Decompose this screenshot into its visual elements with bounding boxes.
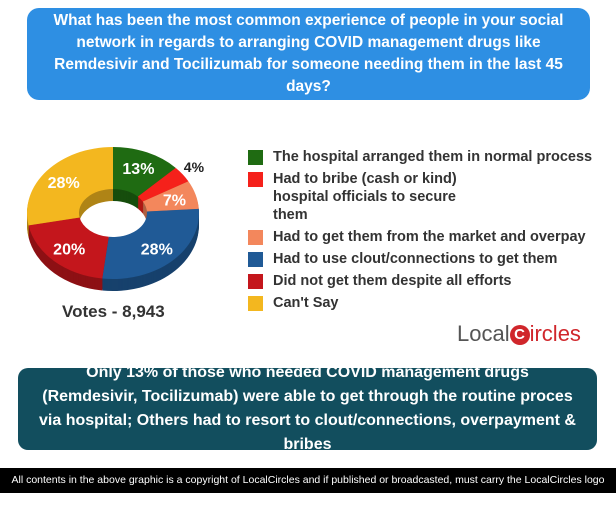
legend-swatch	[248, 230, 263, 245]
summary-banner: Only 13% of those who needed COVID manag…	[18, 364, 597, 453]
legend-label: Had to bribe (cash or kind) hospital off…	[273, 171, 457, 223]
legend-item: The hospital arranged them in normal pro…	[248, 148, 592, 166]
legend-swatch	[248, 150, 263, 165]
legend-item: Had to get them from the market and over…	[248, 228, 592, 246]
slice-0	[113, 147, 176, 197]
donut-chart: 13% 4% 7% 28% 20% 28%	[26, 147, 205, 291]
slice-1	[137, 167, 189, 202]
legend-swatch	[248, 252, 263, 267]
legend-item: Had to bribe (cash or kind) hospital off…	[248, 170, 592, 224]
slice-label: 28%	[141, 242, 173, 259]
summary-text: Only 13% of those who needed COVID manag…	[39, 364, 576, 453]
question-banner: What has been the most common experience…	[27, 8, 590, 100]
legend-item: Can't Say	[248, 294, 592, 312]
slice-2	[142, 181, 199, 212]
slice-label: 13%	[122, 161, 154, 178]
slice-label: 7%	[163, 192, 186, 209]
legend-label: Had to use clout/connections to get them	[273, 251, 558, 267]
slice-5	[26, 147, 113, 226]
legend-item: Did not get them despite all efforts	[248, 272, 592, 290]
legend-label: The hospital arranged them in normal pro…	[273, 149, 593, 165]
legend-label: Can't Say	[273, 295, 339, 311]
legend-label: Did not get them despite all efforts	[273, 273, 512, 289]
slice-4	[28, 217, 109, 279]
copyright-footer: All contents in the above graphic is a c…	[0, 468, 616, 511]
legend-swatch	[248, 274, 263, 289]
legend-swatch	[248, 296, 263, 311]
slice-3	[102, 208, 199, 279]
legend: The hospital arranged them in normal pro…	[248, 148, 592, 316]
question-text: What has been the most common experience…	[53, 12, 564, 95]
votes-count: Votes - 8,943	[62, 302, 165, 321]
legend-item: Had to use clout/connections to get them	[248, 250, 592, 268]
slice-label: 20%	[53, 242, 85, 259]
legend-label: Had to get them from the market and over…	[273, 229, 586, 245]
slice-label: 4%	[184, 159, 205, 175]
legend-swatch	[248, 172, 263, 187]
slice-label: 28%	[48, 175, 80, 192]
